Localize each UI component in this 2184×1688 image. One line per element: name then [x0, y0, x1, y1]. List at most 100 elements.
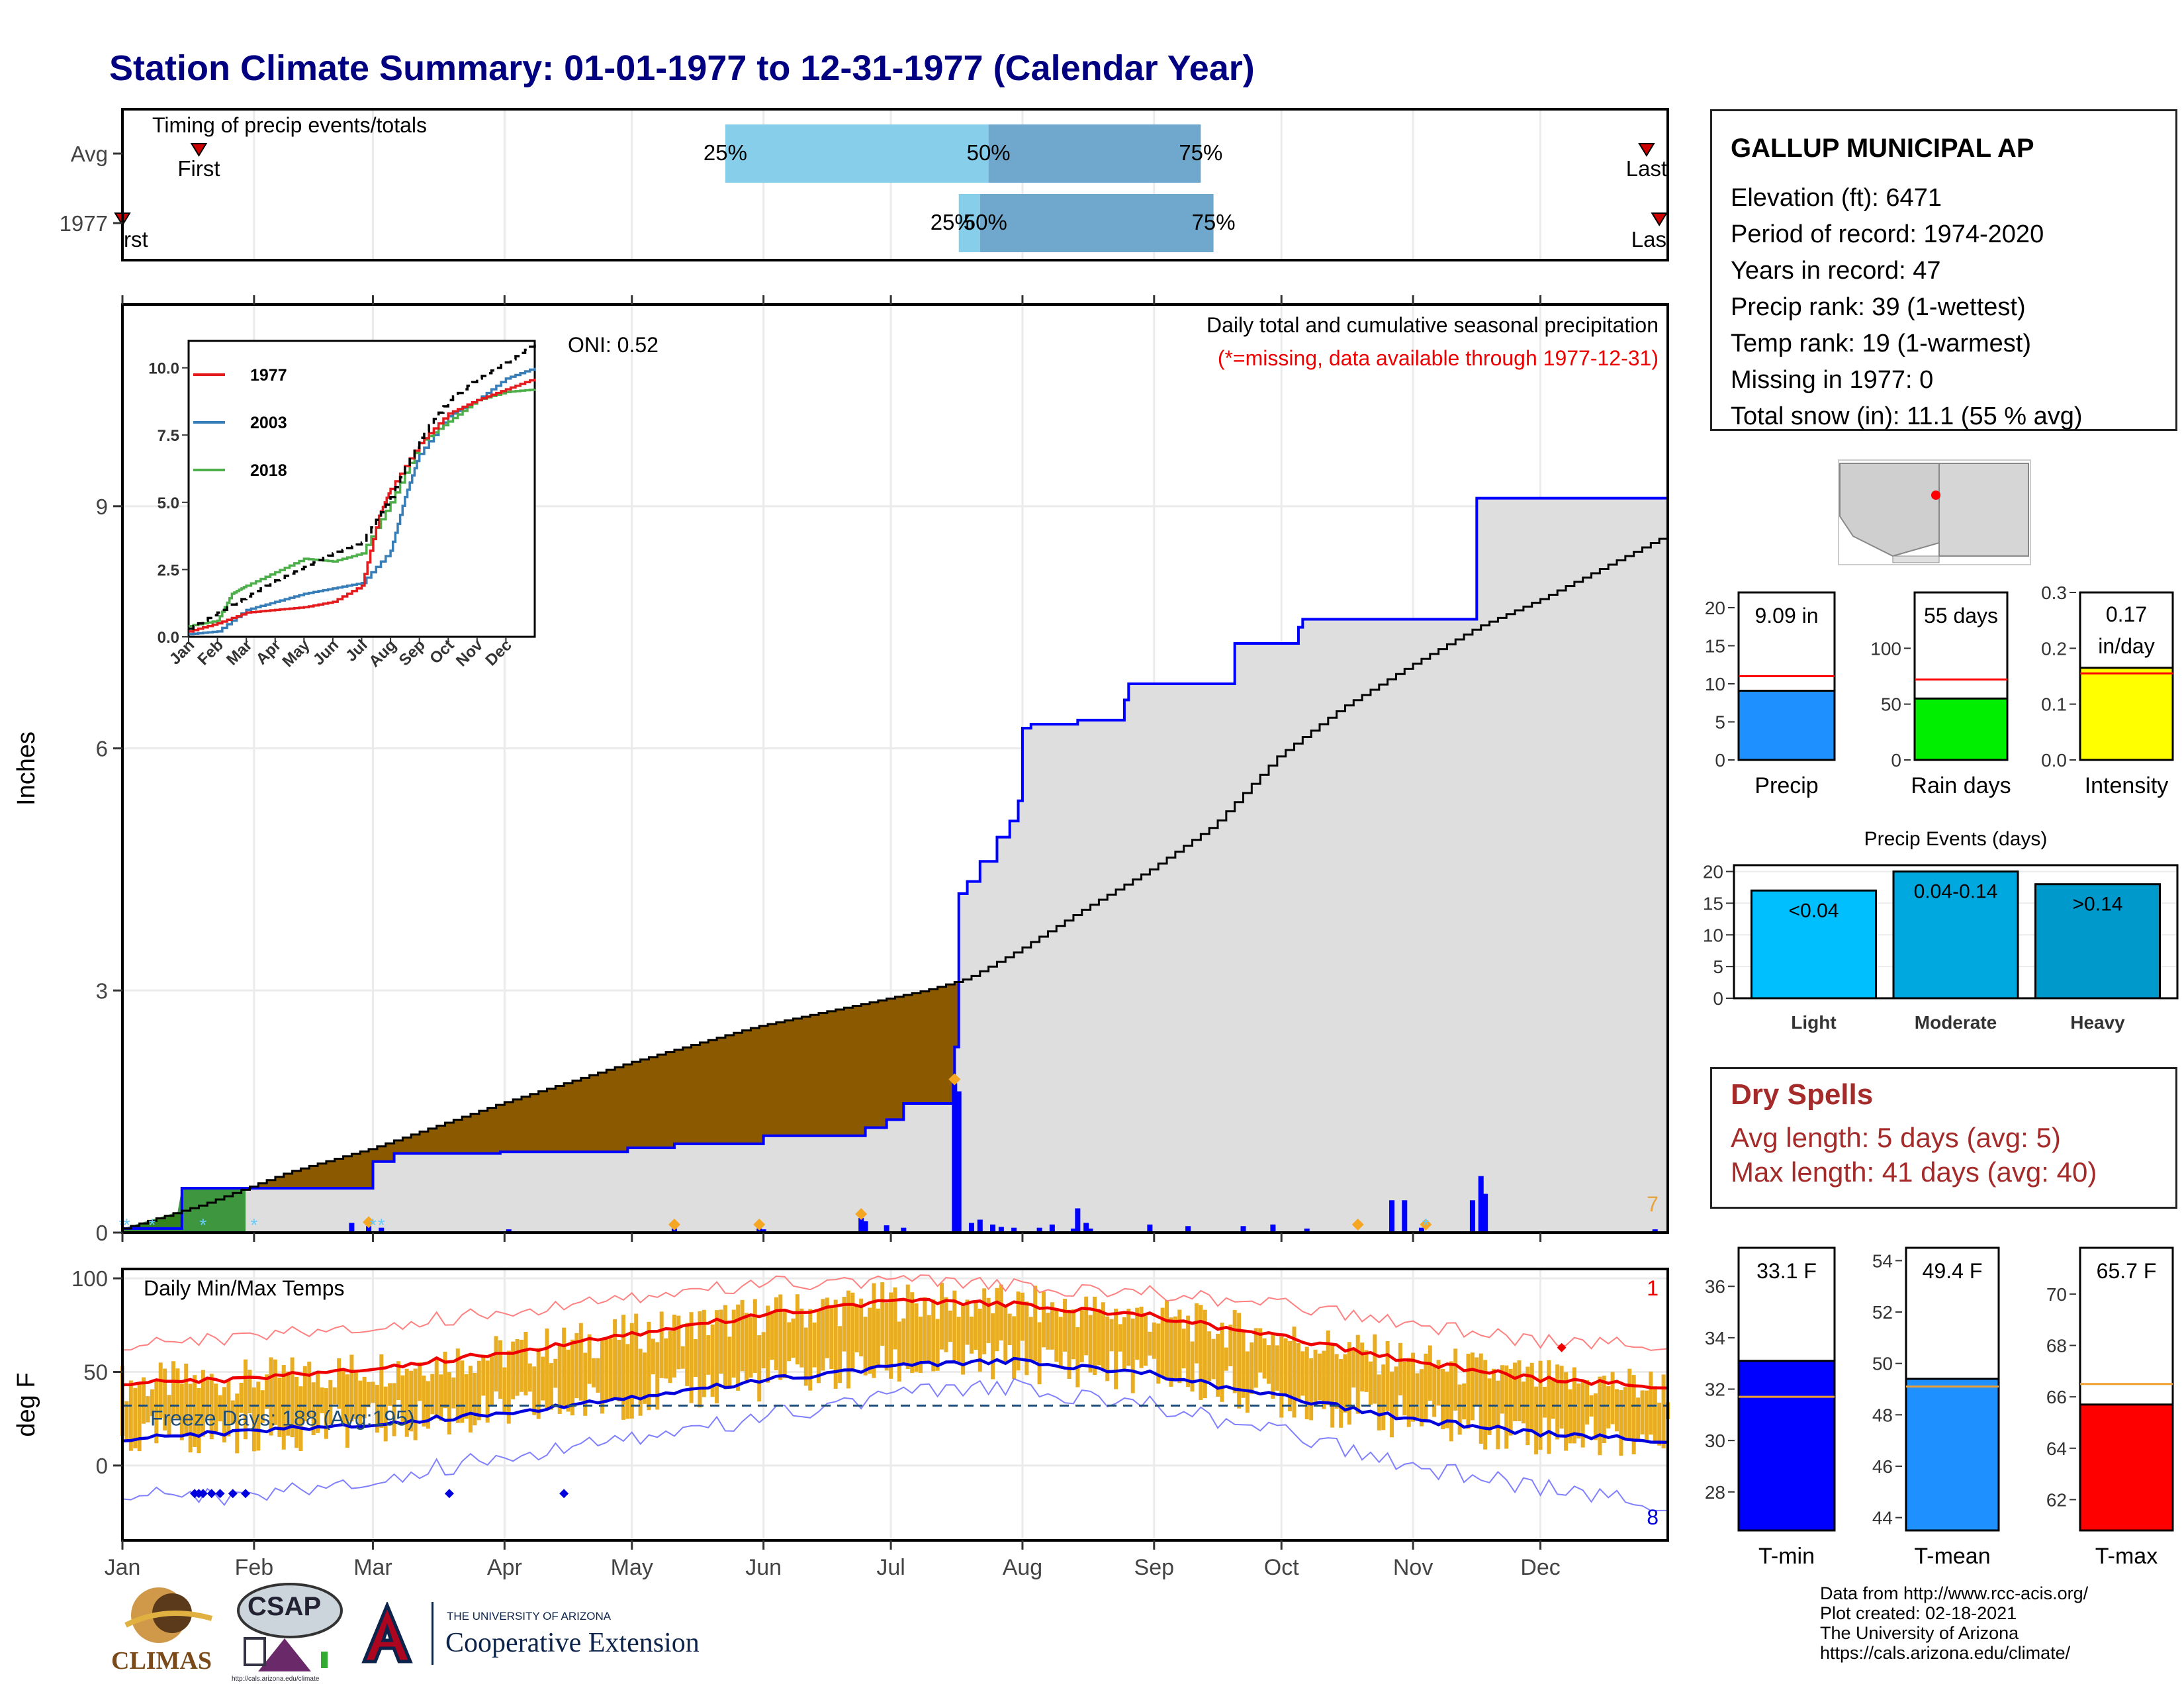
daily-temp-bar: [1292, 1326, 1297, 1418]
daily-temp-bar: [451, 1377, 456, 1409]
daily-temp-bar: [791, 1318, 796, 1358]
daily-temp-bar: [587, 1334, 592, 1384]
station-precip-rank: Precip rank: 39 (1-wettest): [1731, 293, 2026, 321]
dry-spells-avg: Avg length: 5 days (avg: 5): [1731, 1122, 2061, 1153]
daily-temp-bar: [1207, 1331, 1212, 1382]
precip-panel: ** * * * * * *Daily total and cumulative seaso…: [13, 295, 1669, 1245]
precip-caption: Daily total and cumulative seasonal prec…: [1206, 313, 1659, 337]
daily-temp-bar: [214, 1383, 218, 1434]
daily-temp-bar: [1432, 1366, 1437, 1417]
daily-temp-bar: [1262, 1338, 1267, 1379]
daily-temp-bar: [506, 1350, 511, 1424]
daily-temp-bar: [455, 1348, 460, 1423]
daily-temp-bar: [668, 1331, 672, 1383]
events-category-label: Heavy: [2070, 1012, 2125, 1033]
daily-temp-bar: [1559, 1366, 1564, 1429]
daily-temp-bar: [629, 1323, 634, 1419]
credit-line: Data from http://www.rcc-acis.org/: [1820, 1583, 2089, 1603]
inset-ytick-label: 7.5: [158, 427, 179, 445]
tmin-ytick-label: 32: [1705, 1380, 1725, 1400]
daily-temp-bar: [485, 1360, 490, 1423]
daily-temp-bar: [1033, 1286, 1038, 1362]
daily-temp-bar: [651, 1338, 655, 1375]
daily-temp-bar: [469, 1366, 473, 1432]
tmax-ytick-label: 64: [2046, 1438, 2067, 1459]
large-event-marker: [855, 1208, 868, 1221]
large-event-marker: [753, 1218, 766, 1231]
daily-temp-bar: [1610, 1372, 1615, 1425]
daily-temp-bar: [409, 1370, 414, 1432]
tmax-ytick-label: 62: [2046, 1489, 2067, 1510]
snow-day-marker: *: [378, 1215, 385, 1235]
daily-temp-bar: [218, 1395, 222, 1422]
tmin-value-label: 33.1 F: [1756, 1259, 1817, 1283]
precip-ytick-label: 5: [1715, 712, 1725, 733]
daily-temp-bar: [1130, 1318, 1135, 1393]
daily-temp-bar: [1415, 1373, 1420, 1419]
daily-temp-bar: [1245, 1351, 1250, 1413]
daily-temp-bar: [532, 1366, 537, 1415]
csap-logo: CSAP http://cals.arizona.edu/climate: [232, 1579, 344, 1685]
daily-temp-bar: [914, 1303, 919, 1372]
daily-temp-bar: [1453, 1348, 1458, 1411]
daily-temp-bar: [1173, 1316, 1177, 1381]
daily-temp-bar: [643, 1352, 647, 1404]
daily-temp-bar: [910, 1292, 915, 1374]
daily-temp-bar: [570, 1339, 574, 1416]
daily-temp-bar: [137, 1384, 142, 1452]
precip-corner-count: 7: [1647, 1192, 1659, 1216]
daily-temp-bar: [884, 1302, 889, 1371]
large-event-marker: [1420, 1218, 1432, 1231]
daily-temp-bar: [702, 1309, 706, 1397]
daily-temp-bar: [787, 1322, 792, 1362]
daily-temp-bar: [226, 1380, 231, 1436]
daily-temp-bar: [290, 1357, 295, 1438]
tmax-ytick-label: 70: [2046, 1284, 2067, 1305]
timing-pct-label-avg: 50%: [967, 140, 1011, 165]
month-label: Feb: [235, 1555, 274, 1580]
daily-precip-bar: [756, 1228, 762, 1233]
daily-temp-bar: [1640, 1390, 1645, 1434]
month-label: Jun: [745, 1555, 782, 1580]
daily-precip-bar: [1469, 1200, 1475, 1233]
daily-temp-bar: [545, 1328, 549, 1409]
daily-temp-bar: [1441, 1368, 1445, 1430]
daily-temp-bar: [694, 1339, 698, 1378]
daily-temp-bar: [1148, 1331, 1152, 1356]
temp-ytick-label: 50: [83, 1360, 108, 1385]
events-ytick-label: 5: [1713, 957, 1723, 977]
daily-temp-bar: [1309, 1358, 1314, 1421]
daily-temp-bar: [1470, 1352, 1475, 1421]
daily-temp-bar: [1024, 1301, 1029, 1376]
snow-day-marker: *: [250, 1215, 257, 1235]
station-snow: Total snow (in): 11.1 (55 % avg): [1731, 402, 2083, 430]
daily-temp-bar: [244, 1359, 248, 1440]
daily-temp-bar: [617, 1339, 621, 1402]
oni-label: ONI: 0.52: [568, 333, 659, 357]
record-low-marker: [228, 1489, 238, 1499]
station-years: Years in record: 47: [1731, 257, 1941, 285]
snow-day-marker: *: [199, 1215, 206, 1235]
daily-precip-bar: [366, 1226, 372, 1233]
inset-legend-label: 2003: [250, 414, 287, 432]
daily-precip-bar: [1011, 1227, 1017, 1233]
daily-temp-bar: [404, 1368, 409, 1437]
tmax-value-label: 65.7 F: [2097, 1259, 2157, 1283]
station-name: GALLUP MUNICIPAL AP: [1731, 134, 2034, 163]
daily-temp-bar: [1653, 1386, 1657, 1444]
daily-temp-bar: [150, 1389, 154, 1417]
precip-ytick-label: 0: [1715, 750, 1725, 771]
daily-precip-bar: [671, 1228, 677, 1233]
precip-value-label: 9.09 in: [1754, 604, 1818, 628]
daily-temp-bar: [1351, 1349, 1356, 1388]
daily-temp-bar: [1602, 1376, 1606, 1444]
daily-temp-bar: [154, 1380, 159, 1444]
daily-temp-bar: [1644, 1390, 1649, 1442]
daily-temp-bar: [447, 1372, 451, 1434]
daily-temp-bar: [1288, 1340, 1293, 1411]
station-temp-rank: Temp rank: 19 (1-warmest): [1731, 330, 2032, 357]
precip-ytick-label: 6: [96, 737, 108, 761]
obs-cumulative-line: [122, 496, 1668, 1230]
daily-temp-bar: [838, 1326, 842, 1383]
